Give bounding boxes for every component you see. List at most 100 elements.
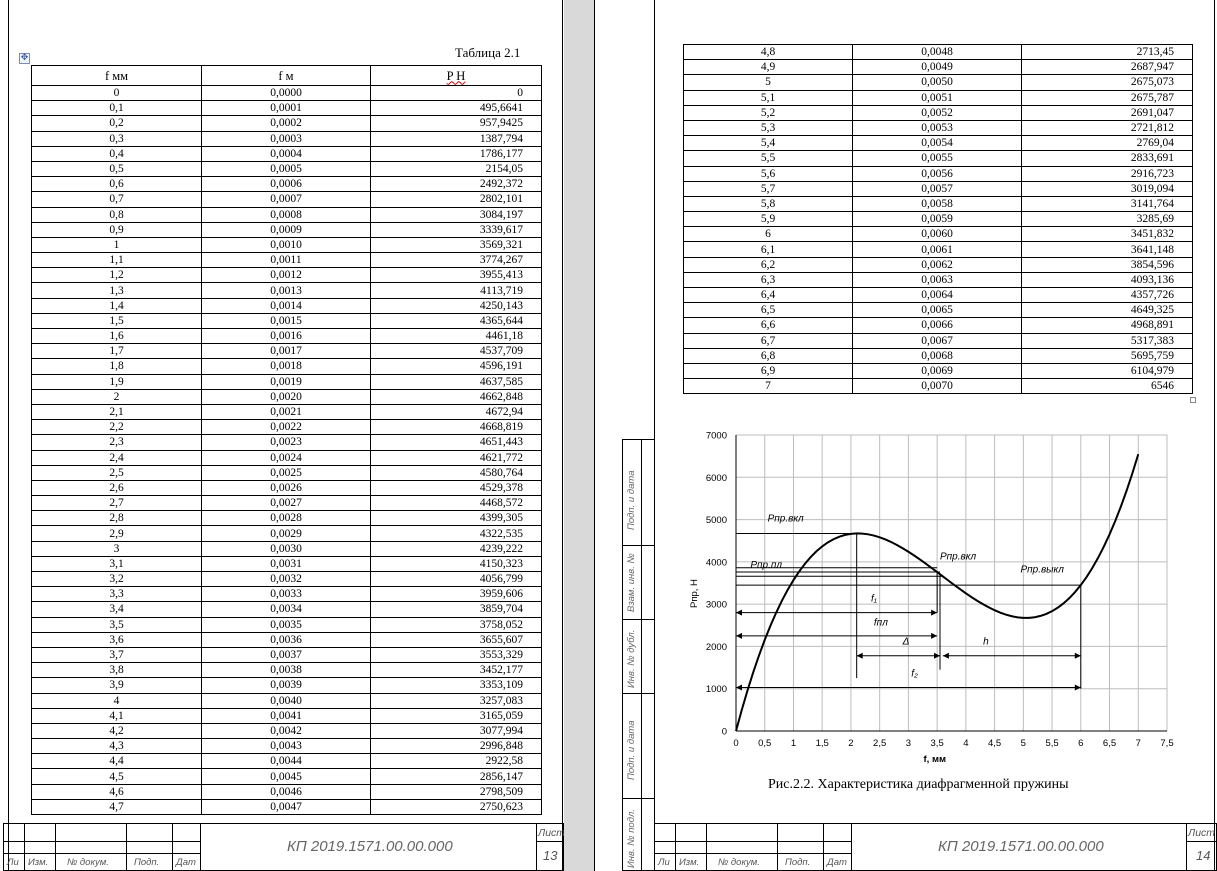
- stamp-label: Дат: [176, 857, 196, 868]
- table-cell: 7: [683, 378, 853, 395]
- y-axis-label: Рпр, Н: [689, 579, 700, 608]
- table-cell: 5695,759: [1021, 347, 1193, 364]
- table-cell: 0,3: [31, 130, 202, 147]
- table-cell: 0,0012: [201, 267, 371, 284]
- table-cell: 0,0056: [852, 165, 1022, 182]
- table-cell: 2154,05: [370, 160, 542, 178]
- table-row: 2,1 0,0021 4672,94: [31, 403, 542, 421]
- table-cell: 3285,69: [1021, 211, 1193, 228]
- sidebar-label: Взам. инв. №: [626, 553, 637, 612]
- table-cell: 0,0063: [852, 271, 1022, 289]
- table-cell: 4,3: [31, 738, 202, 755]
- table-row: 1 0,0010 3569,321: [31, 236, 542, 254]
- sidebar-label: Подп. и дата: [626, 720, 637, 780]
- table-row: 0,7 0,0007 2802,101: [31, 191, 542, 208]
- table-cell: 0,0068: [852, 347, 1022, 364]
- table-cell: 3,6: [31, 631, 202, 648]
- table-cell: 1,2: [31, 267, 202, 284]
- table-cell: 0,0052: [852, 104, 1022, 121]
- annotation-pvkl-right: Рпр.вкл: [940, 552, 976, 563]
- table-cell: 1,8: [31, 358, 202, 375]
- table-cell: 5317,383: [1021, 332, 1193, 349]
- table-resize-handle-icon[interactable]: [1190, 397, 1196, 403]
- table-cell: 0,0030: [201, 540, 371, 557]
- table-cell: 0,9: [31, 221, 202, 238]
- table-cell: 4365,644: [370, 312, 542, 330]
- table-cell: 4150,323: [370, 555, 542, 573]
- table-cell: 4,9: [683, 59, 853, 76]
- table-cell: 6,2: [683, 256, 853, 273]
- table-cell: 0,0015: [201, 312, 371, 330]
- document-page-left: ✥ Таблица 2.1 f мм f м P Н 0 0,0000 0 0,1 0,…: [0, 0, 564, 871]
- arrow-head: [856, 652, 863, 659]
- table-row: 2,5 0,0025 4580,764: [31, 464, 542, 481]
- table-cell: 0,0018: [201, 358, 371, 375]
- table-cell: 4672,94: [370, 403, 542, 421]
- annotation-ppl: Рпр.пл: [750, 560, 782, 571]
- arrow-head: [934, 652, 941, 659]
- table-cell: 0,0061: [852, 241, 1022, 258]
- table-row: 1,5 0,0015 4365,644: [31, 312, 542, 330]
- table-cell: 2492,372: [370, 176, 542, 193]
- table-row: 3,7 0,0037 3553,329: [31, 646, 542, 664]
- table-cell: 1387,794: [370, 130, 542, 147]
- table-cell: 2,9: [31, 525, 202, 542]
- annotation-delta: Δ: [902, 636, 910, 647]
- table-row: 0,9 0,0009 3339,617: [31, 221, 542, 238]
- table-cell: 0,0013: [201, 282, 371, 299]
- table-cell: 3339,617: [370, 221, 542, 238]
- table-cell: 3,4: [31, 601, 202, 618]
- table-cell: 3,7: [31, 646, 202, 664]
- table-cell: 0,0017: [201, 343, 371, 360]
- table-cell: 4,4: [31, 753, 202, 770]
- table-row: 5,1 0,0051 2675,787: [683, 89, 1193, 106]
- table-cell: 2833,691: [1021, 150, 1193, 167]
- table-row: 1,4 0,0014 4250,143: [31, 297, 542, 314]
- table-cell: 4649,325: [1021, 302, 1193, 319]
- x-tick-label: 7,5: [1160, 738, 1173, 749]
- table-cell: 4357,726: [1021, 286, 1193, 304]
- table-cell: 4461,18: [370, 327, 542, 345]
- table-cell: 2856,147: [370, 768, 542, 785]
- table-row: 0,3 0,0003 1387,794: [31, 130, 542, 147]
- table-row: 4,9 0,0049 2687,947: [683, 59, 1193, 76]
- y-tick-label: 1000: [706, 684, 727, 695]
- sheet-number: 14: [1196, 848, 1211, 863]
- table-cell: 0,0037: [201, 646, 371, 664]
- table-row: 6,2 0,0062 3854,596: [683, 256, 1193, 273]
- table-cell: 1,7: [31, 343, 202, 360]
- table-cell: 0,0048: [852, 43, 1022, 61]
- sheet-label: Лист: [1188, 827, 1216, 839]
- document-code: КП 2019.1571.00.00.000: [287, 838, 453, 855]
- y-tick-label: 3000: [706, 600, 727, 611]
- title-block: Ли Изм. № докум. Подп. Дат КП 2019.1571.…: [3, 823, 564, 871]
- table-cell: 0,0034: [201, 601, 371, 618]
- table-cell: 3955,413: [370, 267, 542, 284]
- x-tick-label: 1,5: [816, 738, 829, 749]
- table-row: 6,8 0,0068 5695,759: [683, 347, 1193, 364]
- table-cell: 4,2: [31, 722, 202, 740]
- annotation-pvkl-left: Рпр.вкл: [768, 513, 804, 524]
- table-cell: 5,7: [683, 180, 853, 197]
- x-tick-label: 5: [1021, 738, 1026, 749]
- table-cell: 0,0041: [201, 707, 371, 724]
- table-cell: 2,2: [31, 419, 202, 436]
- table-cell: 0,0065: [852, 302, 1022, 319]
- table-cell: 0,0053: [852, 119, 1022, 137]
- table-cell: 0,0010: [201, 236, 371, 254]
- annotation-h: h: [983, 636, 989, 647]
- table-move-handle-icon[interactable]: ✥: [19, 53, 30, 64]
- table-cell: 3,3: [31, 586, 202, 603]
- table-row: 1,2 0,0012 3955,413: [31, 267, 542, 284]
- table-cell: 2,8: [31, 510, 202, 527]
- x-axis-label: f, мм: [924, 754, 947, 765]
- table-cell: 0,0027: [201, 495, 371, 512]
- table-row: 3,9 0,0039 3353,109: [31, 677, 542, 694]
- table-cell: 0,0057: [852, 180, 1022, 197]
- arrow-head: [736, 684, 742, 691]
- table-cell: 0,0002: [201, 115, 371, 132]
- table-cell: 3,9: [31, 677, 202, 694]
- table-cell: 0,0043: [201, 738, 371, 755]
- table-row: 4,3 0,0043 2996,848: [31, 738, 542, 755]
- table-row: 2,3 0,0023 4651,443: [31, 434, 542, 451]
